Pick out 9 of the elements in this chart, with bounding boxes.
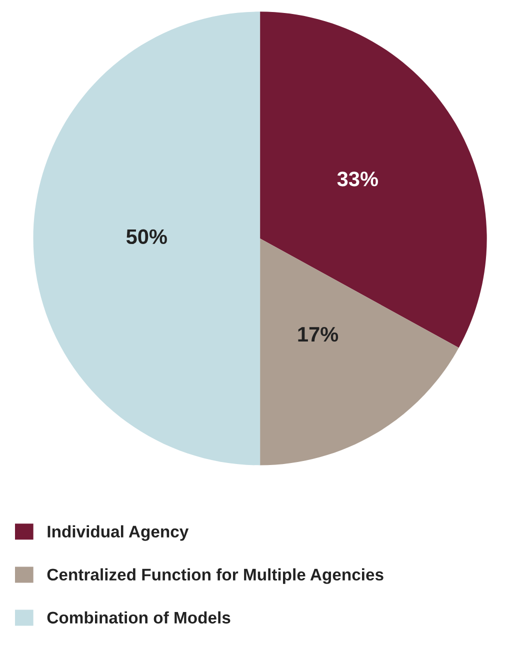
pie-slice [260, 238, 459, 466]
pie-slice [260, 12, 487, 348]
pie-slice [33, 12, 260, 466]
legend-label: Centralized Function for Multiple Agencies [47, 568, 384, 584]
legend-label: Combination of Models [47, 611, 230, 624]
legend-label: Individual Agency [48, 525, 189, 541]
data-label: 50% [126, 229, 167, 244]
data-label: 33% [337, 172, 378, 186]
data-label: 17% [298, 326, 338, 342]
